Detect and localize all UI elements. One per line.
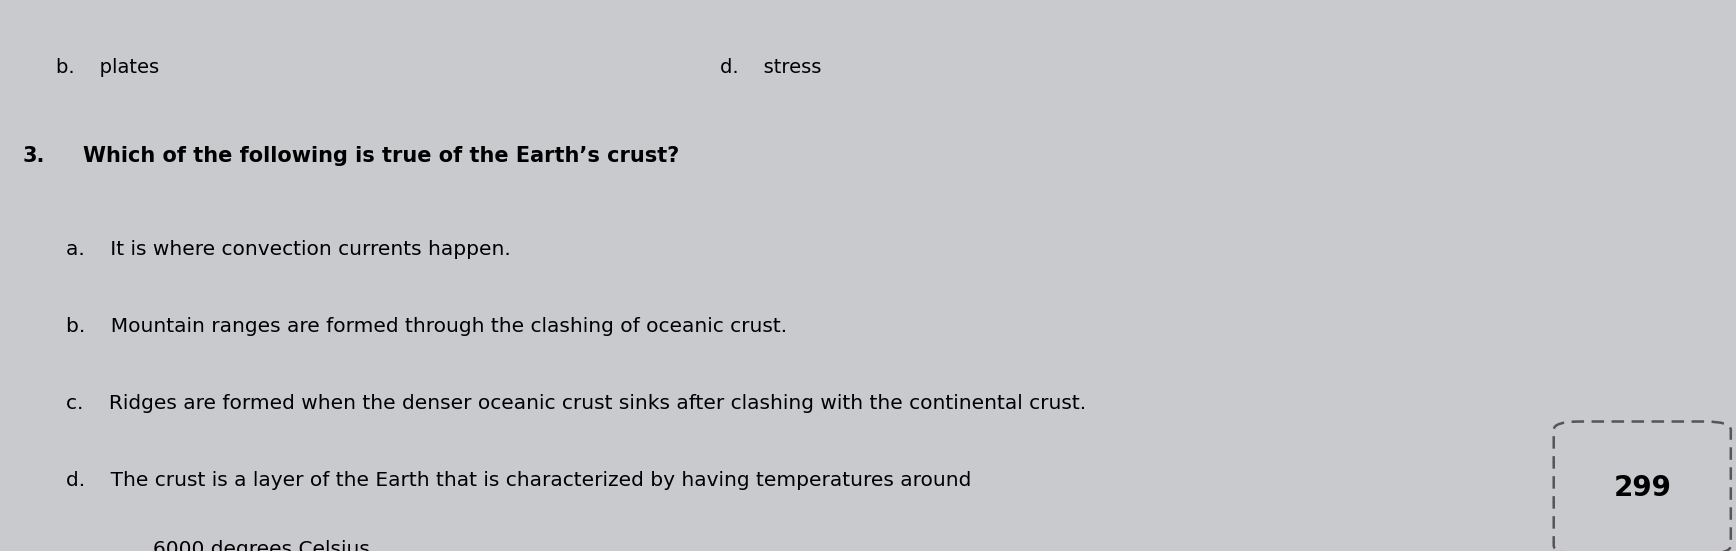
Text: 3.: 3.: [23, 146, 45, 166]
Text: a.    It is where convection currents happen.: a. It is where convection currents happe…: [66, 240, 510, 258]
Text: b.    plates: b. plates: [56, 58, 158, 77]
Text: 299: 299: [1613, 474, 1672, 501]
Text: b.    Mountain ranges are formed through the clashing of oceanic crust.: b. Mountain ranges are formed through th…: [66, 317, 786, 336]
Text: d.    The crust is a layer of the Earth that is characterized by having temperat: d. The crust is a layer of the Earth tha…: [66, 471, 972, 490]
Text: c.    Ridges are formed when the denser oceanic crust sinks after clashing with : c. Ridges are formed when the denser oce…: [66, 394, 1087, 413]
FancyBboxPatch shape: [1554, 422, 1731, 551]
Text: d.    stress: d. stress: [720, 58, 821, 77]
Text: 6000 degrees Celsius.: 6000 degrees Celsius.: [153, 540, 377, 551]
Text: Which of the following is true of the Earth’s crust?: Which of the following is true of the Ea…: [83, 146, 679, 166]
